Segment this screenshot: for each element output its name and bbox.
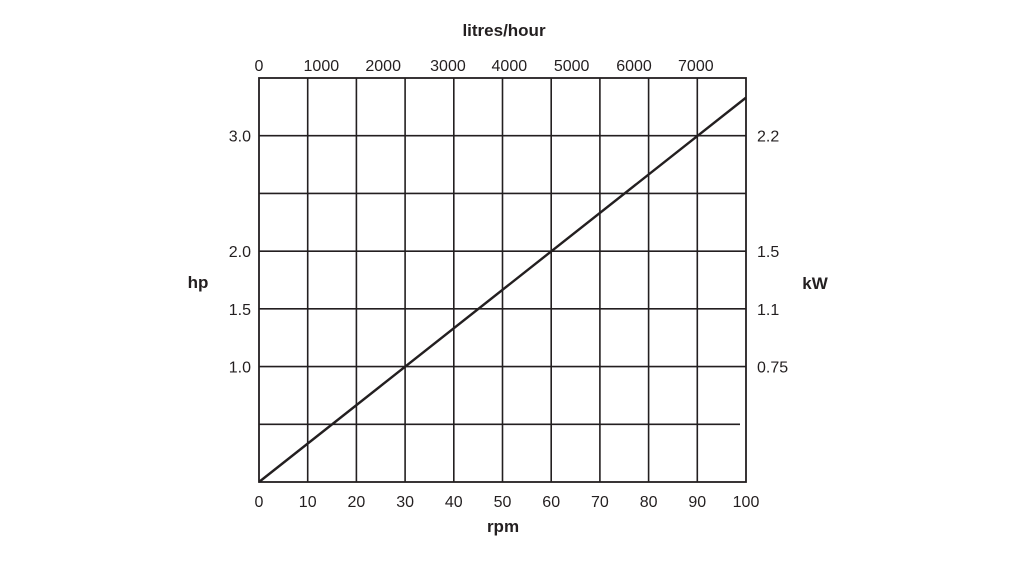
right-tick-label: 1.1 xyxy=(757,302,779,319)
top-tick-label: 7000 xyxy=(678,58,714,75)
bottom-tick-label: 10 xyxy=(299,494,317,511)
left-axis-title: hp xyxy=(188,273,209,292)
left-tick-labels: 1.0 1.5 2.0 3.0 xyxy=(229,129,251,377)
bottom-axis-title: rpm xyxy=(487,517,519,536)
grid xyxy=(259,78,746,482)
right-tick-label: 1.5 xyxy=(757,244,779,261)
bottom-tick-label: 100 xyxy=(733,494,760,511)
bottom-tick-label: 70 xyxy=(591,494,609,511)
top-tick-label: 6000 xyxy=(616,58,652,75)
bottom-tick-labels: 0 10 20 30 40 50 60 70 80 90 100 xyxy=(255,494,760,511)
top-tick-label: 1000 xyxy=(304,58,340,75)
bottom-tick-label: 40 xyxy=(445,494,463,511)
bottom-tick-label: 60 xyxy=(542,494,560,511)
left-tick-label: 1.0 xyxy=(229,360,251,377)
series-line xyxy=(258,96,747,483)
bottom-tick-label: 20 xyxy=(348,494,366,511)
top-tick-label: 3000 xyxy=(430,58,466,75)
top-tick-label: 5000 xyxy=(554,58,590,75)
bottom-tick-label: 50 xyxy=(494,494,512,511)
left-tick-label: 2.0 xyxy=(229,244,251,261)
top-axis-title: litres/hour xyxy=(462,21,546,40)
top-tick-label: 4000 xyxy=(492,58,528,75)
top-tick-labels: 0 1000 2000 3000 4000 5000 6000 7000 xyxy=(255,58,714,75)
bottom-tick-label: 80 xyxy=(640,494,658,511)
right-tick-labels: 0.75 1.1 1.5 2.2 xyxy=(757,129,788,377)
plot-frame xyxy=(258,77,747,483)
top-tick-label: 0 xyxy=(255,58,264,75)
right-tick-label: 0.75 xyxy=(757,360,788,377)
bottom-tick-label: 90 xyxy=(688,494,706,511)
right-axis-title: kW xyxy=(802,274,828,293)
left-tick-label: 1.5 xyxy=(229,302,251,319)
right-tick-label: 2.2 xyxy=(757,129,779,146)
bottom-tick-label: 0 xyxy=(255,494,264,511)
bottom-tick-label: 30 xyxy=(396,494,414,511)
top-tick-label: 2000 xyxy=(365,58,401,75)
left-tick-label: 3.0 xyxy=(229,129,251,146)
